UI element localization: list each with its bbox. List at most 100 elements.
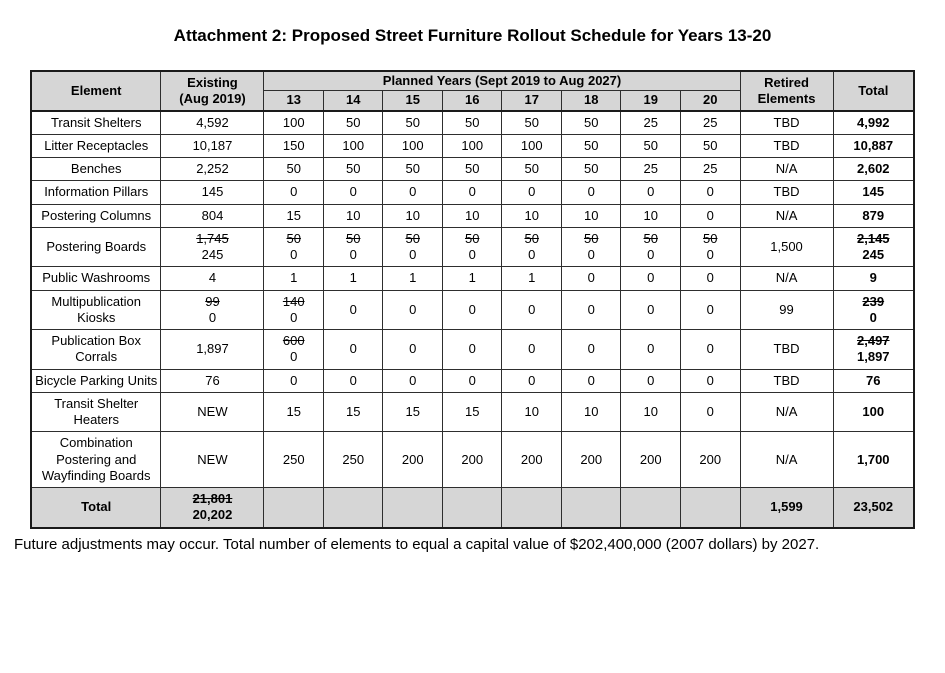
cell-line: 0 xyxy=(706,372,714,388)
header-total: Total xyxy=(832,70,915,112)
header-year-20: 20 xyxy=(679,90,741,112)
cell-line: 15 xyxy=(286,207,301,223)
cell-line: 0 xyxy=(587,184,595,200)
year-17-cell xyxy=(501,487,562,528)
header-existing: Existing (Aug 2019) xyxy=(160,70,265,112)
cell-line: 0 xyxy=(706,341,714,357)
cell-line: 10 xyxy=(583,403,599,419)
year-19-cell: 25 xyxy=(620,156,681,182)
year-13-cell: 100 xyxy=(263,110,324,135)
cell-line: Public Washrooms xyxy=(42,270,151,286)
header-retired-line2: Elements xyxy=(757,90,816,106)
year-18-cell: 0 xyxy=(560,368,622,393)
year-15-cell: 50 xyxy=(382,156,443,182)
cell-line: 200 xyxy=(699,451,722,467)
year-20-cell: 25 xyxy=(679,110,741,135)
header-element: Element xyxy=(30,70,162,112)
cell-line: NEW xyxy=(197,451,228,467)
year-18-cell: 200 xyxy=(560,431,622,488)
cell-line: Information Pillars xyxy=(44,184,149,200)
cell-line: 4,992 xyxy=(857,114,890,130)
cell-line: 10 xyxy=(464,207,480,223)
cell-line: 200 xyxy=(461,451,484,467)
year-16-cell: 0 xyxy=(441,180,503,205)
year-14-cell: 50 xyxy=(322,156,384,182)
existing-cell: 1,745 245 xyxy=(160,226,265,268)
cell-line: 0 xyxy=(290,349,298,365)
year-15-cell: 0 xyxy=(382,180,443,205)
cell-line: 1 xyxy=(290,270,298,286)
cell-line: N/A xyxy=(775,270,798,286)
cell-line: N/A xyxy=(775,161,798,176)
cell-line: 0 xyxy=(647,301,655,317)
element-cell: Publication Box Corrals xyxy=(30,329,162,370)
retired-cell: N/A xyxy=(739,266,834,291)
element-cell: Multipublication Kiosks xyxy=(30,289,162,330)
header-year-19: 19 xyxy=(620,90,681,112)
year-17-cell: 200 xyxy=(501,431,562,488)
cell-line: 245 xyxy=(201,247,224,262)
table-row: Bicycle Parking Units 76 0 0 0 0 0 0 0 0 TBD 76 xyxy=(30,368,915,393)
cell-line: 250 xyxy=(282,451,305,467)
element-cell: Transit Shelter Heaters xyxy=(30,391,162,433)
year-20-cell: 200 xyxy=(679,431,741,488)
header-year-15: 15 xyxy=(382,90,443,112)
cell-line: 0 xyxy=(468,247,476,262)
year-16-cell: 50 xyxy=(441,110,503,135)
year-14-cell: 0 xyxy=(322,329,384,370)
year-19-cell: 0 xyxy=(620,180,681,205)
element-cell: Public Washrooms xyxy=(30,266,162,291)
year-13-cell: 0 xyxy=(263,180,324,205)
table-row: Benches 2,252 50 50 50 50 50 50 25 25 N/A 2,602 xyxy=(30,156,915,182)
cell-line: 50 xyxy=(703,137,718,153)
cell-line: TBD xyxy=(773,372,800,388)
year-20-cell: 25 xyxy=(679,156,741,182)
year-16-cell: 100 xyxy=(441,133,503,159)
cell-line: 4 xyxy=(208,270,217,286)
header-year-14: 14 xyxy=(322,90,384,112)
cell-line: 0 xyxy=(528,301,536,317)
year-14-cell: 100 xyxy=(322,133,384,159)
header-year-17: 17 xyxy=(501,90,562,112)
year-19-cell: 0 xyxy=(620,368,681,393)
cell-line: 0 xyxy=(468,301,476,317)
cell-line: Postering Boards xyxy=(46,238,147,254)
total-cell: 76 xyxy=(832,368,915,393)
year-13-cell: 150 xyxy=(263,133,324,159)
header-row-top: Element Existing (Aug 2019) Planned Year… xyxy=(30,70,915,112)
cell-line: TBD xyxy=(773,184,800,200)
year-14-cell: 50 xyxy=(322,110,384,135)
total-cell: 10,887 xyxy=(832,133,915,159)
cell-line: Benches xyxy=(70,161,122,176)
year-14-cell: 0 xyxy=(322,368,384,393)
cell-line: Multipublication Kiosks xyxy=(51,293,142,325)
header-planned-years: Planned Years (Sept 2019 to Aug 2027) xyxy=(263,70,741,92)
cell-line: 0 xyxy=(409,184,417,200)
cell-line: 879 xyxy=(862,207,885,223)
year-14-cell: 250 xyxy=(322,431,384,488)
total-cell: 100 xyxy=(832,391,915,433)
year-13-cell: 600 0 xyxy=(263,329,324,370)
year-20-cell: 0 xyxy=(679,289,741,330)
year-13-cell xyxy=(263,487,324,528)
cell-line: 0 xyxy=(349,341,357,357)
year-14-cell: 15 xyxy=(322,391,384,433)
cell-line: 2,145 xyxy=(857,230,890,246)
total-cell: 23,502 xyxy=(832,487,915,528)
cell-line: 99 xyxy=(205,293,220,309)
year-13-cell: 250 xyxy=(263,431,324,488)
year-17-cell: 10 xyxy=(501,203,562,228)
total-cell: 2,602 xyxy=(832,156,915,182)
element-cell: Combination Postering and Wayfinding Boa… xyxy=(30,431,162,488)
rollout-schedule-table: Element Existing (Aug 2019) Planned Year… xyxy=(29,70,916,529)
cell-line: 1,500 xyxy=(770,238,803,254)
year-17-cell: 50 xyxy=(501,110,562,135)
retired-cell: 1,599 xyxy=(739,487,834,528)
existing-cell: 4 xyxy=(160,266,265,291)
cell-line: 0 xyxy=(528,341,536,357)
cell-line: N/A xyxy=(775,207,798,223)
year-16-cell: 1 xyxy=(441,266,503,291)
retired-cell: N/A xyxy=(739,156,834,182)
year-15-cell: 0 xyxy=(382,289,443,330)
cell-line: 250 xyxy=(342,451,365,467)
